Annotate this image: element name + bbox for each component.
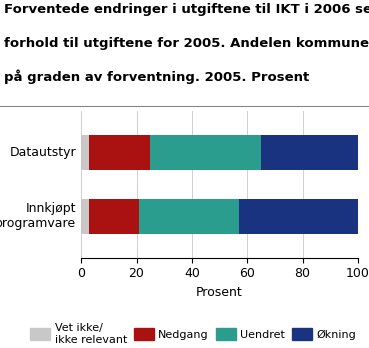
Bar <box>89 199 139 234</box>
Bar <box>261 135 358 170</box>
Bar <box>81 199 89 234</box>
Bar <box>139 199 239 234</box>
Legend: Vet ikke/
ikke relevant, Nedgang, Uendret, Økning: Vet ikke/ ikke relevant, Nedgang, Uendre… <box>26 319 360 348</box>
Text: på graden av forventning. 2005. Prosent: på graden av forventning. 2005. Prosent <box>4 70 309 84</box>
Bar <box>89 135 151 170</box>
X-axis label: Prosent: Prosent <box>196 286 243 299</box>
Bar <box>151 135 261 170</box>
Bar <box>239 199 358 234</box>
Text: Forventede endringer i utgiftene til IKT i 2006 sett i: Forventede endringer i utgiftene til IKT… <box>4 3 369 16</box>
Bar <box>81 135 89 170</box>
Text: forhold til utgiftene for 2005. Andelen kommuner fordelt: forhold til utgiftene for 2005. Andelen … <box>4 37 369 49</box>
